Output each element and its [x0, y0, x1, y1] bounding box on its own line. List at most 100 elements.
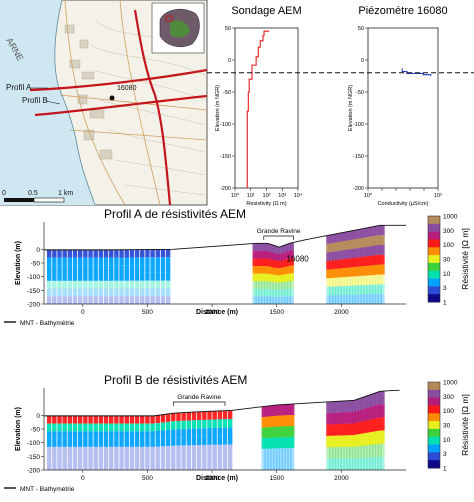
resistivity-cell [329, 252, 334, 261]
resistivity-cell [255, 281, 260, 289]
resistivity-cell [252, 243, 257, 252]
resistivity-cell [57, 431, 62, 440]
resistivity-cell [371, 294, 377, 304]
annotation-bracket [263, 235, 294, 240]
y-tick-label: -200 [220, 186, 231, 192]
resistivity-cell [289, 242, 294, 251]
resistivity-cell [98, 257, 104, 266]
resistivity-cell [217, 419, 223, 428]
resistivity-cell [46, 454, 52, 463]
resistivity-cell [83, 273, 88, 281]
resistivity-cell [340, 259, 345, 269]
resistivity-cell [52, 257, 57, 266]
y-tick-label: -150 [27, 454, 40, 461]
resistivity-cell [83, 462, 88, 470]
resistivity-cell [283, 259, 289, 267]
resistivity-cell [145, 446, 150, 455]
resistivity-cell [124, 431, 129, 440]
resistivity-cell [360, 256, 365, 267]
colorbar-segment [428, 286, 440, 295]
resistivity-cell [331, 295, 337, 304]
resistivity-cell [134, 280, 140, 289]
resistivity-cell [140, 446, 145, 455]
resistivity-cell [155, 415, 160, 424]
annotation-bracket [172, 401, 226, 406]
resistivity-cell [377, 294, 382, 304]
resistivity-cell [266, 296, 272, 304]
resistivity-cell [326, 435, 331, 448]
x-tick-label: 1500 [269, 309, 284, 316]
resistivity-cell [329, 278, 334, 287]
resistivity-cell [281, 415, 286, 427]
resistivity-cell [252, 266, 257, 274]
resistivity-cell [46, 273, 52, 281]
resistivity-cell [83, 280, 88, 289]
resistivity-cell [371, 284, 377, 295]
resistivity-cell [160, 265, 166, 273]
resistivity-cell [165, 461, 171, 470]
resistivity-cell [357, 410, 362, 423]
resistivity-cell [289, 296, 294, 304]
resistivity-cell [88, 265, 93, 274]
resistivity-cell [119, 446, 124, 455]
x-tick-label: 10⁰ [364, 192, 373, 199]
resistivity-cell [93, 257, 98, 266]
resistivity-cell [346, 249, 351, 259]
resistivity-cell [93, 249, 98, 258]
resistivity-cell [52, 462, 57, 470]
resistivity-cell [119, 423, 124, 432]
resistivity-cell [354, 458, 360, 470]
colorbar-segment [428, 460, 440, 469]
resistivity-cell [150, 439, 155, 447]
resistivity-cell [264, 406, 269, 417]
resistivity-cell [363, 247, 368, 257]
resistivity-cell [181, 445, 186, 454]
profile-title: Profil A de résistivités AEM [104, 207, 246, 221]
resistivity-cell [119, 439, 124, 447]
resistivity-cell [134, 249, 140, 258]
resistivity-cell [186, 428, 191, 438]
resistivity-cell [346, 231, 351, 241]
resistivity-cell [83, 265, 88, 274]
resistivity-cell [145, 288, 150, 297]
resistivity-cell [88, 296, 93, 304]
resistivity-cell [337, 259, 343, 269]
resistivity-cell [354, 294, 360, 304]
colorbar-segment [428, 397, 440, 406]
resistivity-cell [263, 273, 269, 282]
resistivity-cell [98, 280, 104, 289]
resistivity-cell [334, 435, 340, 448]
resistivity-cell [83, 249, 88, 258]
legend-label: MNT - Bathymétrie [20, 320, 75, 327]
resistivity-cell [93, 446, 98, 455]
resistivity-cell [114, 280, 119, 289]
resistivity-cell [331, 447, 337, 459]
resistivity-cell [93, 273, 98, 281]
resistivity-cell [165, 264, 171, 273]
resistivity-cell [150, 249, 155, 258]
resistivity-cell [263, 288, 269, 297]
resistivity-cell [155, 265, 160, 273]
y-tick-label: -150 [220, 154, 231, 160]
resistivity-cell [368, 236, 374, 247]
resistivity-cell [196, 436, 202, 446]
resistivity-cell [278, 261, 283, 269]
resistivity-cell [227, 418, 233, 428]
resistivity-cell [326, 261, 331, 270]
x-tick-label: 1000 [205, 309, 220, 316]
resistivity-cell [340, 286, 345, 296]
resistivity-cell [269, 289, 275, 297]
resistivity-cell [155, 438, 160, 447]
resistivity-cell [83, 423, 88, 432]
resistivity-cell [98, 454, 104, 463]
resistivity-cell [124, 446, 129, 455]
resistivity-cell [140, 257, 145, 266]
resistivity-cell [368, 457, 374, 470]
colorbar-segment [428, 436, 440, 446]
resistivity-cell [252, 288, 257, 297]
resistivity-cell [72, 462, 78, 470]
resistivity-cell [284, 426, 289, 438]
resistivity-cell [360, 409, 365, 422]
resistivity-cell [272, 252, 277, 261]
resistivity-cell [266, 251, 272, 259]
